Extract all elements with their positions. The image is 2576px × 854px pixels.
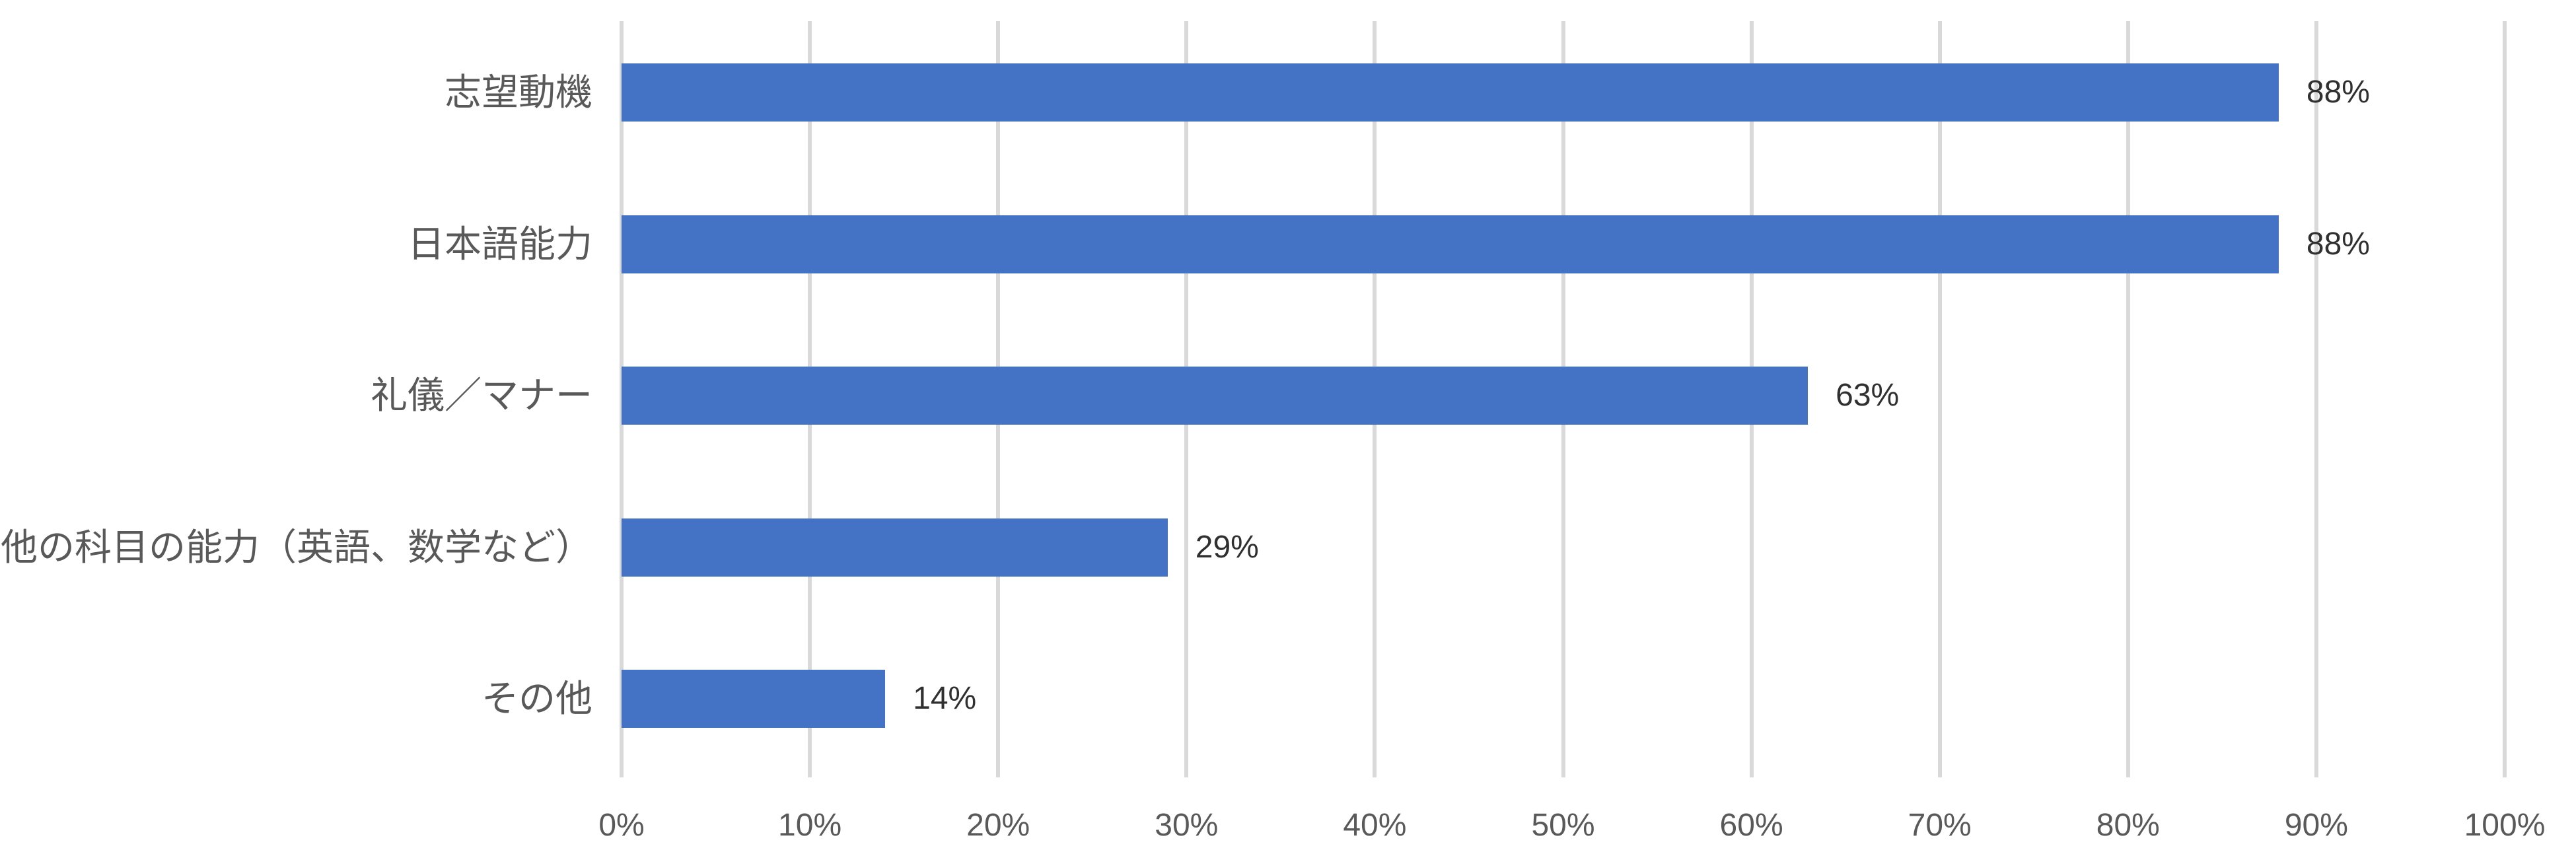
x-axis-tick-label: 40% bbox=[1343, 808, 1407, 843]
data-label: 88% bbox=[2306, 226, 2370, 262]
x-axis-tick-label: 10% bbox=[778, 808, 842, 843]
gridline bbox=[1937, 21, 1942, 777]
bar bbox=[622, 367, 1808, 425]
data-label: 88% bbox=[2306, 75, 2370, 110]
x-axis-tick-label: 100% bbox=[2464, 808, 2546, 843]
x-axis-tick-label: 0% bbox=[598, 808, 645, 843]
x-axis-tick-label: 50% bbox=[1531, 808, 1595, 843]
gridline bbox=[2314, 21, 2318, 777]
x-axis-tick-label: 70% bbox=[1908, 808, 1972, 843]
bar bbox=[622, 215, 2279, 273]
data-label: 29% bbox=[1195, 529, 1259, 565]
x-axis-tick-label: 30% bbox=[1155, 808, 1219, 843]
category-label: 他の科目の能力（英語、数学など） bbox=[1, 526, 592, 568]
data-label: 63% bbox=[1836, 378, 1900, 413]
x-axis-tick-label: 20% bbox=[966, 808, 1030, 843]
gridline bbox=[2126, 21, 2130, 777]
x-axis-tick-label: 60% bbox=[1719, 808, 1783, 843]
category-label: 礼儀／マナー bbox=[371, 374, 592, 416]
bar bbox=[622, 63, 2279, 122]
data-label: 14% bbox=[913, 681, 977, 716]
gridline bbox=[2503, 21, 2507, 777]
category-label: その他 bbox=[482, 678, 592, 719]
x-axis-tick-label: 90% bbox=[2284, 808, 2348, 843]
category-label: 志望動機 bbox=[445, 71, 592, 113]
bar bbox=[622, 518, 1168, 577]
bar bbox=[622, 670, 886, 728]
category-label: 日本語能力 bbox=[408, 223, 592, 265]
x-axis-tick-label: 80% bbox=[2096, 808, 2160, 843]
